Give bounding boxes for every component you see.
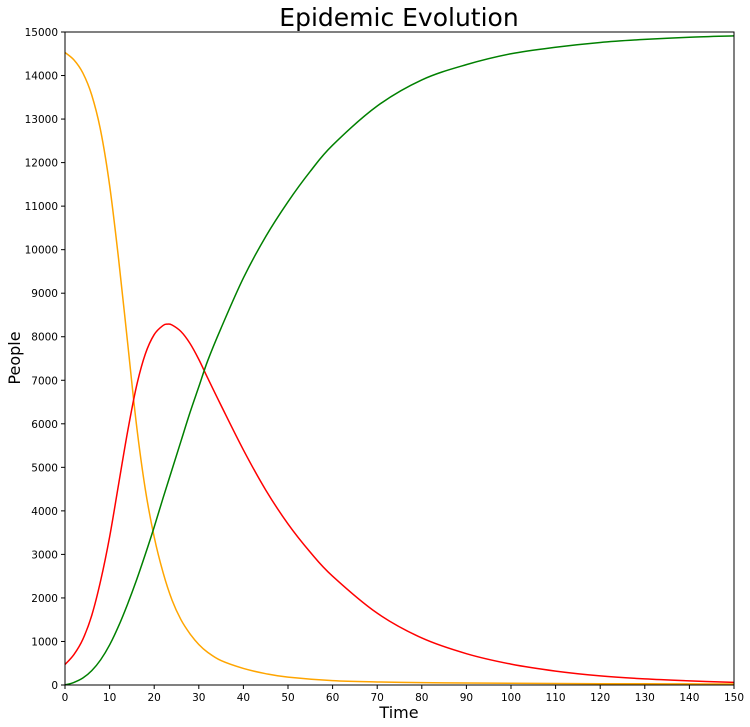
- y-axis-label: People: [5, 331, 24, 384]
- x-tick-label: 90: [460, 692, 473, 704]
- series-line-2: [64, 35, 735, 686]
- y-tick-label: 5000: [31, 462, 58, 474]
- series-line-0: [64, 51, 735, 685]
- x-tick-label: 130: [635, 692, 655, 704]
- y-axis-ticks: 0 1000 2000 3000 4000 5000 6000 7000 8000 9000 100…: [25, 27, 65, 692]
- y-tick-label: 4000: [31, 506, 58, 518]
- y-tick-label: 14000: [25, 71, 58, 83]
- x-tick-label: 40: [237, 692, 250, 704]
- y-tick-label: 3000: [31, 549, 58, 561]
- x-tick-label: 0: [62, 692, 69, 704]
- x-tick-label: 100: [501, 692, 521, 704]
- x-axis-ticks: 0 10 20 30 40 50 60 70 80 90 100 110 120 130 140 150: [62, 685, 744, 704]
- x-tick-label: 70: [371, 692, 384, 704]
- x-tick-label: 110: [546, 692, 566, 704]
- y-tick-label: 0: [51, 680, 58, 692]
- y-tick-label: 2000: [31, 593, 58, 605]
- y-tick-label: 7000: [31, 375, 58, 387]
- y-tick-label: 6000: [31, 419, 58, 431]
- x-tick-label: 50: [281, 692, 294, 704]
- y-tick-label: 10000: [25, 245, 58, 257]
- x-tick-label: 60: [326, 692, 339, 704]
- x-tick-label: 140: [679, 692, 699, 704]
- x-tick-label: 80: [415, 692, 428, 704]
- x-tick-label: 30: [192, 692, 205, 704]
- y-tick-label: 9000: [31, 288, 58, 300]
- x-tick-label: 150: [724, 692, 744, 704]
- chart-title: Epidemic Evolution: [279, 3, 518, 32]
- x-tick-label: 120: [590, 692, 610, 704]
- y-tick-label: 8000: [31, 332, 58, 344]
- x-tick-label: 20: [148, 692, 161, 704]
- plot-frame: [64, 31, 735, 686]
- y-tick-label: 1000: [31, 636, 58, 648]
- y-tick-label: 15000: [25, 27, 58, 39]
- y-tick-label: 13000: [25, 114, 58, 126]
- x-tick-label: 10: [103, 692, 116, 704]
- series-line-1: [64, 323, 735, 684]
- y-tick-label: 11000: [25, 201, 58, 213]
- y-tick-label: 12000: [25, 158, 58, 170]
- x-axis-label: Time: [378, 703, 418, 722]
- series-layer: [64, 35, 735, 686]
